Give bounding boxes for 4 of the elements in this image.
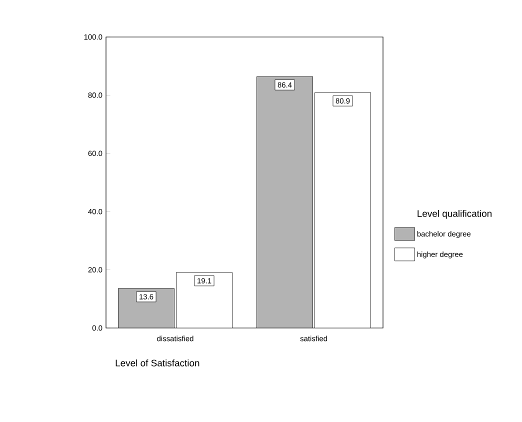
x-axis-title: Level of Satisfaction xyxy=(116,359,200,366)
bar xyxy=(256,76,313,328)
bar xyxy=(118,288,174,328)
legend-title: Level qualification xyxy=(418,210,492,219)
